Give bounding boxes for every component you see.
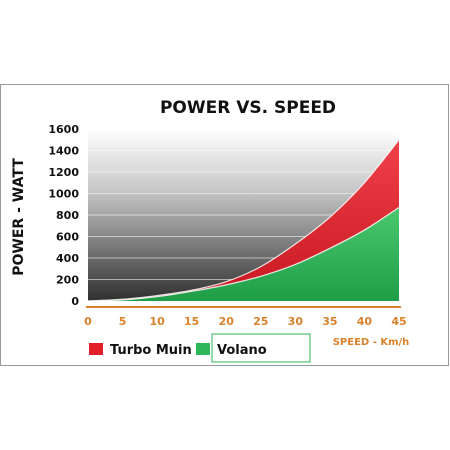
y-tick-800: 800 [56, 209, 79, 222]
y-tick-labels: 0 200 400 600 800 1000 1200 1400 1600 [48, 123, 79, 308]
x-tick-30: 30 [288, 315, 304, 328]
y-tick-1600: 1600 [48, 123, 79, 136]
legend-label-turbo-muin: Turbo Muin [110, 343, 192, 358]
y-tick-200: 200 [56, 274, 79, 287]
x-tick-labels: 0 5 10 15 20 25 30 35 40 45 [84, 315, 406, 328]
y-tick-600: 600 [56, 231, 79, 244]
line-turbo-muin [87, 139, 400, 302]
x-tick-40: 40 [357, 315, 373, 328]
legend-box-volano [211, 333, 311, 363]
chart-title: POWER VS. SPEED [160, 98, 336, 118]
power-speed-chart: POWER VS. SPEED POWER - WATT 02004006008… [11, 98, 410, 363]
y-tick-0: 0 [71, 295, 79, 308]
x-tick-35: 35 [322, 315, 337, 328]
area-series [87, 139, 400, 302]
legend: Turbo Muin Volano [89, 333, 311, 363]
x-tick-45: 45 [391, 315, 406, 328]
x-tick-25: 25 [253, 315, 268, 328]
y-axis-label: POWER - WATT [11, 158, 27, 276]
y-tick-1000: 1000 [48, 188, 79, 201]
legend-label-volano: Volano [217, 343, 267, 358]
legend-swatch-volano [196, 343, 210, 355]
x-tick-10: 10 [149, 315, 165, 328]
x-tick-5: 5 [119, 315, 127, 328]
line-volano [87, 206, 400, 302]
y-tick-1200: 1200 [48, 166, 79, 179]
y-tick-1400: 1400 [48, 145, 79, 158]
x-tick-0: 0 [84, 315, 92, 328]
legend-swatch-turbo-muin [89, 343, 103, 355]
x-tick-15: 15 [184, 315, 199, 328]
chart-frame: POWER VS. SPEED POWER - WATT 0 200 400 600 8… [0, 84, 449, 366]
x-axis-label: SPEED - Km/h [333, 337, 410, 348]
y-tick-400: 400 [56, 252, 79, 265]
area-volano [88, 207, 399, 301]
x-tick-20: 20 [219, 315, 235, 328]
